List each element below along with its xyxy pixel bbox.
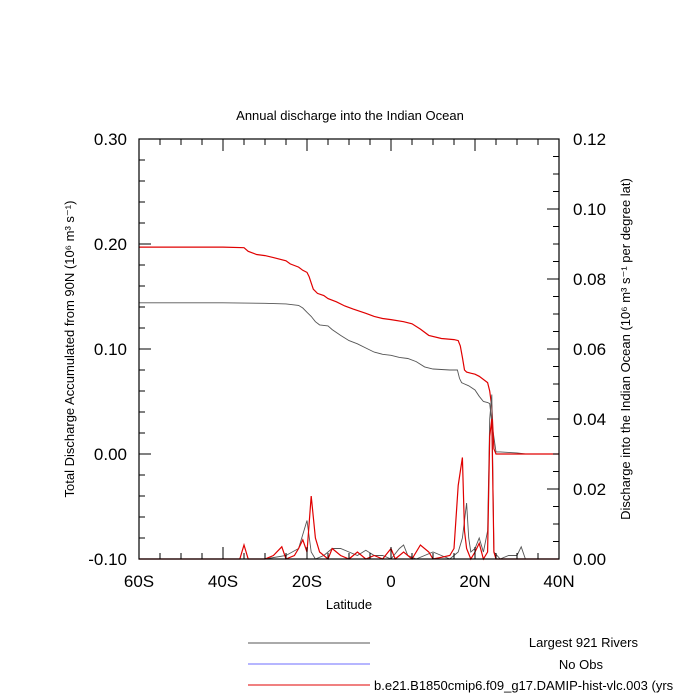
legend-label-largest-rivers: Largest 921 Rivers: [529, 635, 639, 650]
x-axis-label: Latitude: [326, 597, 372, 612]
chart-title: Annual discharge into the Indian Ocean: [236, 108, 464, 123]
y-left-tick-label: 0.00: [94, 445, 127, 464]
x-tick-label: 40S: [208, 572, 238, 591]
x-tick-label: 0: [386, 572, 395, 591]
y-left-axis-label: Total Discharge Accumulated from 90N (10…: [62, 201, 77, 498]
ticks-layer: [138, 138, 560, 560]
legend-label-no-obs: No Obs: [559, 657, 604, 672]
y-right-tick-label: 0.06: [573, 340, 606, 359]
y-right-tick-label: 0.00: [573, 550, 606, 569]
y-left-tick-labels: 0.30 0.20 0.10 0.00 -0.10: [88, 130, 127, 569]
y-right-tick-label: 0.02: [573, 480, 606, 499]
y-left-tick-label: 0.10: [94, 340, 127, 359]
y-right-tick-label: 0.10: [573, 200, 606, 219]
x-tick-label: 20N: [459, 572, 490, 591]
series-line-4: [139, 418, 559, 561]
x-tick-label: 40N: [543, 572, 574, 591]
series-line-3: [139, 394, 559, 560]
legend: Largest 921 Rivers No Obs b.e21.B1850cmi…: [248, 635, 674, 693]
x-tick-label: 60S: [124, 572, 154, 591]
x-tick-labels: 60S 40S 20S 0 20N 40N: [124, 572, 575, 591]
series-line-2: [139, 246, 559, 455]
series-line-0: [139, 302, 559, 455]
y-right-axis-label: Discharge into the Indian Ocean (10⁶ m³ …: [618, 178, 633, 520]
plot-frame: [138, 138, 560, 560]
y-right-tick-label: 0.12: [573, 130, 606, 149]
y-right-tick-label: 0.08: [573, 270, 606, 289]
y-right-tick-labels: 0.12 0.10 0.08 0.06 0.04 0.02 0.00: [573, 130, 606, 569]
y-left-tick-label: 0.30: [94, 130, 127, 149]
y-right-tick-label: 0.04: [573, 410, 606, 429]
y-left-tick-label: 0.20: [94, 235, 127, 254]
series-layer: [139, 246, 559, 561]
legend-label-model: b.e21.B1850cmip6.f09_g17.DAMIP-hist-vlc.…: [374, 678, 674, 693]
y-left-tick-label: -0.10: [88, 550, 127, 569]
x-tick-label: 20S: [292, 572, 322, 591]
